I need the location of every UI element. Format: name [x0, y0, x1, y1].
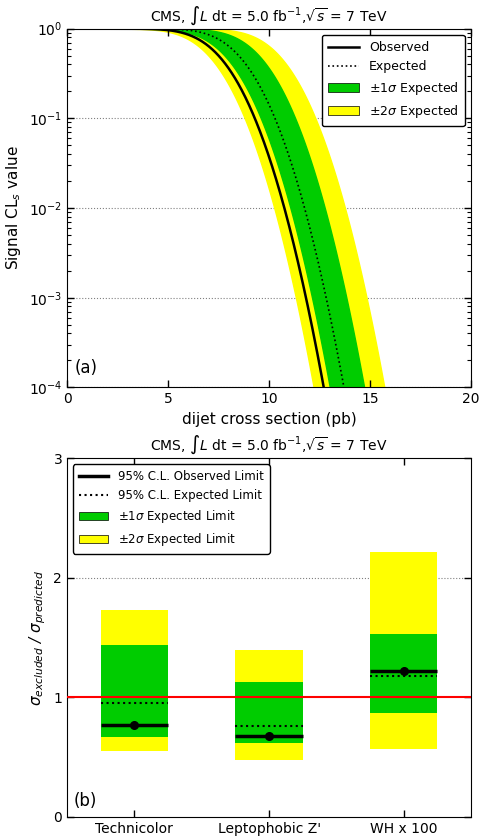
- Legend: Observed, Expected, $\pm1\sigma$ Expected, $\pm2\sigma$ Expected: Observed, Expected, $\pm1\sigma$ Expecte…: [321, 35, 465, 126]
- Legend: 95% C.L. Observed Limit, 95% C.L. Expected Limit, $\pm1\sigma$ Expected Limit, $: 95% C.L. Observed Limit, 95% C.L. Expect…: [73, 465, 270, 554]
- Text: (a): (a): [74, 360, 97, 377]
- X-axis label: dijet cross section (pb): dijet cross section (pb): [182, 412, 356, 427]
- Bar: [101, 645, 168, 737]
- Text: (b): (b): [74, 792, 97, 810]
- Bar: [235, 682, 303, 743]
- Bar: [235, 649, 303, 759]
- Title: CMS, $\int L$ dt = 5.0 fb$^{-1}$,$\sqrt{s}$ = 7 TeV: CMS, $\int L$ dt = 5.0 fb$^{-1}$,$\sqrt{…: [151, 433, 388, 456]
- Bar: [370, 552, 438, 748]
- Title: CMS, $\int L$ dt = 5.0 fb$^{-1}$,$\sqrt{s}$ = 7 TeV: CMS, $\int L$ dt = 5.0 fb$^{-1}$,$\sqrt{…: [151, 4, 388, 27]
- Y-axis label: $\sigma_{excluded}$ / $\sigma_{predicted}$: $\sigma_{excluded}$ / $\sigma_{predicted…: [27, 570, 48, 706]
- Y-axis label: Signal CL$_s$ value: Signal CL$_s$ value: [4, 145, 23, 270]
- Bar: [101, 610, 168, 751]
- Bar: [370, 634, 438, 713]
